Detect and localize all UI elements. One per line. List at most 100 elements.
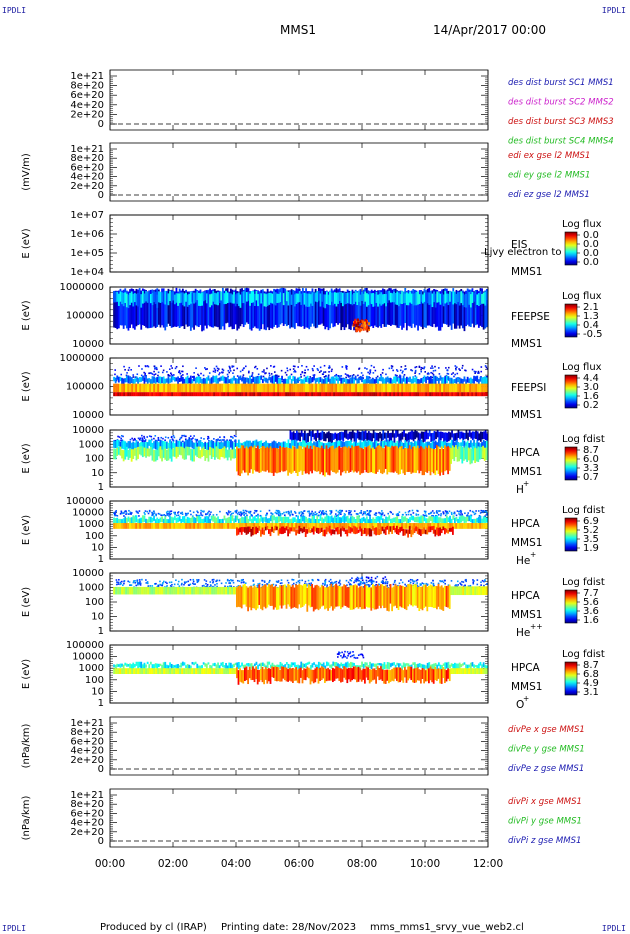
spectrogram-cell bbox=[148, 664, 151, 671]
spectrogram-cell bbox=[277, 378, 280, 386]
spectrogram-cell bbox=[357, 513, 359, 515]
spectrogram-cell bbox=[370, 583, 373, 585]
spectrogram-cell bbox=[231, 383, 234, 393]
spectrogram-cell bbox=[357, 579, 359, 582]
spectrogram-cell bbox=[334, 432, 337, 439]
spectrogram-cell bbox=[299, 373, 302, 376]
spectrogram-cell bbox=[290, 440, 293, 451]
spectrogram-cell bbox=[312, 512, 315, 515]
spectrogram-cell bbox=[165, 668, 168, 674]
spectrogram-cell bbox=[365, 293, 368, 307]
spectrogram-cell bbox=[370, 663, 373, 670]
spectrogram-cell bbox=[353, 581, 355, 584]
spectrogram-cell bbox=[281, 582, 283, 584]
spectrogram-cell bbox=[298, 290, 301, 303]
spectrogram-cell bbox=[123, 383, 126, 393]
spectrogram-cell bbox=[322, 585, 325, 606]
spectrogram-cell bbox=[277, 441, 280, 449]
spectrogram-cell bbox=[359, 586, 361, 608]
spectrogram-cell bbox=[137, 383, 140, 393]
spectrogram-cell bbox=[120, 582, 122, 585]
spectrogram-cell bbox=[432, 525, 435, 534]
spectrogram-cell bbox=[193, 392, 196, 397]
spectrogram-cell bbox=[332, 517, 335, 526]
spectrogram-cell bbox=[414, 375, 417, 377]
spectrogram-cell bbox=[153, 583, 156, 585]
spectrogram-cell bbox=[268, 376, 271, 381]
spectrogram-cell bbox=[189, 448, 192, 461]
spectrogram-cell bbox=[426, 662, 429, 670]
spectrogram-cell bbox=[421, 378, 424, 386]
spectrogram-cell bbox=[399, 375, 402, 384]
spectrogram-cell bbox=[346, 587, 349, 608]
spectrogram-cell bbox=[327, 523, 330, 529]
spectrogram-cell bbox=[359, 653, 362, 656]
spectrogram-cell bbox=[325, 445, 328, 473]
spectrogram-cell bbox=[167, 383, 170, 393]
spectrogram-cell bbox=[212, 578, 215, 581]
y-axis-label: E (eV) bbox=[21, 228, 32, 258]
spectrogram-cell bbox=[229, 288, 232, 327]
spectrogram-cell bbox=[477, 442, 480, 451]
spectrogram-cell bbox=[154, 439, 157, 450]
species-charge-label: + bbox=[523, 694, 529, 703]
spectrogram-cell bbox=[276, 288, 279, 328]
spectrogram-cell bbox=[242, 509, 245, 512]
spectrogram-cell bbox=[147, 586, 150, 595]
spectrogram-cell bbox=[213, 448, 216, 460]
spectrogram-cell bbox=[405, 529, 408, 534]
spectrogram-cell bbox=[452, 663, 455, 669]
spectrogram-cell bbox=[452, 379, 455, 385]
spectrogram-cell bbox=[271, 513, 274, 515]
spectrogram-cell bbox=[365, 325, 368, 329]
spectrogram-cell bbox=[149, 379, 152, 387]
spectrogram-cell bbox=[113, 517, 115, 527]
spectrogram-cell bbox=[441, 377, 443, 379]
spectrogram-cell bbox=[419, 433, 421, 443]
spectrogram-cell bbox=[263, 663, 266, 667]
spectrogram-cell bbox=[188, 446, 191, 456]
spectrogram-cell bbox=[484, 515, 486, 518]
spectrogram-cell bbox=[483, 383, 486, 393]
spectrogram-cell bbox=[365, 584, 368, 586]
spectrogram-cell bbox=[242, 290, 245, 328]
spectrogram-cell bbox=[214, 584, 216, 586]
spectrogram-cell bbox=[157, 439, 160, 442]
spectrogram-cell bbox=[407, 518, 410, 526]
spectrogram-cell bbox=[165, 664, 168, 670]
spectrogram-cell bbox=[291, 578, 293, 581]
spectrogram-cell bbox=[175, 514, 178, 517]
spectrogram-cell bbox=[193, 586, 196, 595]
spectrogram-cell bbox=[315, 523, 318, 529]
spectrogram-cell bbox=[223, 392, 226, 397]
spectrogram-cell bbox=[239, 527, 241, 533]
spectrogram-cell bbox=[270, 512, 272, 514]
spectrogram-cell bbox=[436, 515, 439, 524]
spectrogram-cell bbox=[325, 515, 328, 524]
spectrogram-cell bbox=[277, 516, 280, 523]
spectrogram-cell bbox=[466, 376, 469, 383]
spectrogram-cell bbox=[149, 289, 152, 328]
spectrogram-cell bbox=[197, 376, 200, 385]
spectrogram-cell bbox=[318, 432, 321, 444]
spectrogram-cell bbox=[365, 579, 368, 582]
spectrogram-cell bbox=[114, 373, 116, 376]
spectrogram-cell bbox=[175, 523, 178, 529]
spectrogram-cell bbox=[293, 587, 296, 608]
spectrogram-cell bbox=[339, 579, 341, 582]
spectrogram-cell bbox=[303, 392, 306, 397]
spectrogram-cell bbox=[275, 392, 278, 397]
spectrogram-cell bbox=[328, 365, 331, 367]
spectrogram-cell bbox=[367, 446, 369, 474]
spectrogram-cell bbox=[247, 523, 250, 529]
spectrogram-cell bbox=[396, 291, 399, 305]
colorbar-tick-label: 5.6 bbox=[583, 597, 599, 608]
spectrogram-cell bbox=[441, 378, 443, 386]
spectrogram bbox=[113, 287, 488, 333]
spectrogram-cell bbox=[143, 289, 146, 326]
spectrogram-cell bbox=[454, 586, 457, 596]
spectrogram-cell bbox=[225, 518, 227, 526]
spectrogram-cell bbox=[292, 293, 295, 305]
spectrogram-cell bbox=[369, 370, 372, 373]
spectrogram-cell bbox=[430, 367, 432, 369]
